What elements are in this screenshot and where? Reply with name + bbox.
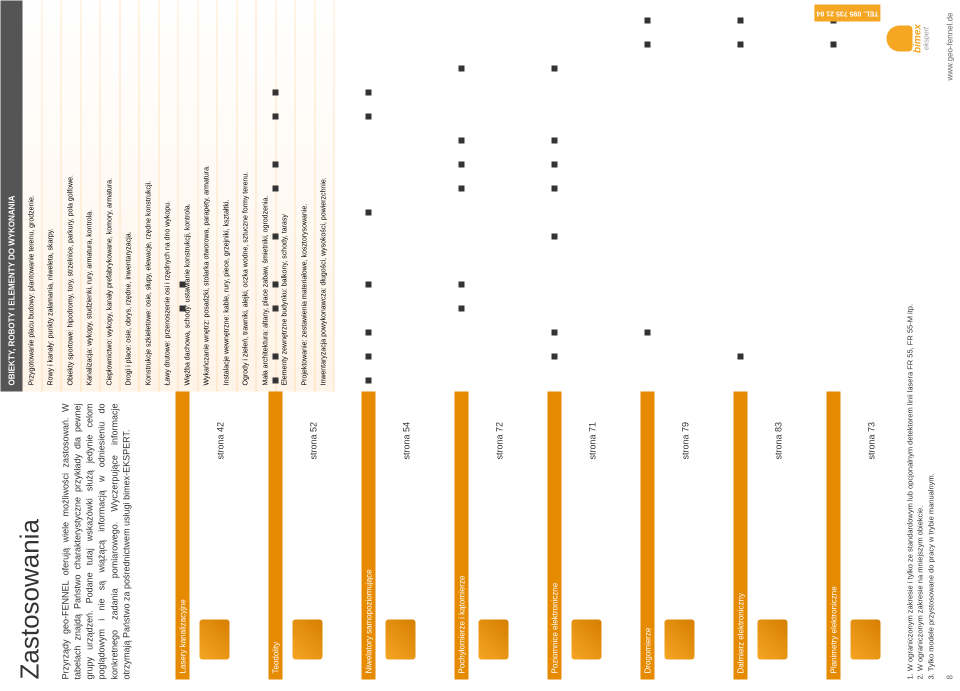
applicability-dot — [272, 281, 278, 287]
applicability-dot — [179, 305, 185, 311]
category-page-ref: strona 79 — [680, 421, 690, 459]
category-thumbnail — [284, 599, 329, 679]
applicability-dot — [365, 377, 371, 383]
applicability-dot — [737, 353, 743, 359]
applicability-dot — [458, 65, 464, 71]
category-label: Pochyłomierze i kątomierze — [454, 391, 468, 679]
footer-page-number: 8 — [945, 675, 954, 679]
applicability-dot — [272, 113, 278, 119]
applicability-dot — [551, 329, 557, 335]
applicability-dot — [272, 89, 278, 95]
logo-subtext: ekspert — [923, 27, 930, 50]
applicability-dot — [365, 329, 371, 335]
footnote-line: 2. W ograniczonym zakresie na mniejszym … — [915, 303, 926, 679]
column-label: Kanalizacja: wykopy, studzienki, rury, a… — [81, 0, 101, 391]
category-thumbnail — [377, 599, 422, 679]
category-page-ref: strona 83 — [773, 421, 783, 459]
applicability-dot — [458, 185, 464, 191]
applicability-dot — [737, 41, 743, 47]
category-label: Lasery kanalizacyjne — [175, 391, 189, 679]
telephone-bar: TEL. 095 735 21 84 — [814, 4, 880, 21]
category-thumbnail — [656, 599, 701, 679]
category-label: Drogomierze — [640, 391, 654, 679]
category-page-ref: strona 72 — [494, 421, 504, 459]
column-label: Drogi i place: osie, obrys, rzędne, inwe… — [120, 0, 140, 391]
logo-text: bimex — [912, 24, 923, 53]
category-label: Niwelatory samopoziomujące — [361, 391, 375, 679]
applicability-dot — [458, 137, 464, 143]
applicability-dot — [644, 41, 650, 47]
footnotes: 1. W ograniczonym zakresie i tylko ze st… — [905, 303, 937, 679]
category-thumbnail — [563, 599, 608, 679]
intro-text: Przyrządy geo-FENNEL oferują wiele możli… — [59, 403, 132, 679]
applicability-dot — [179, 281, 185, 287]
applicability-dot — [365, 281, 371, 287]
category-thumbnail — [470, 599, 515, 679]
applicability-dot — [644, 17, 650, 23]
applicability-dot — [458, 305, 464, 311]
category-label: Dalmierz elektroniczny — [733, 391, 747, 679]
applicability-dot — [644, 329, 650, 335]
column-label: Rowy i kanały: punkty załamania, niwelet… — [42, 0, 62, 391]
footer-url: www.geo-fennel.de — [945, 12, 954, 80]
category-row: Lasery kanalizacyjne strona 42 — [175, 0, 262, 679]
category-thumbnail — [191, 599, 236, 679]
column-label: Ciepłownictwo: wykopy, kanały prefabryko… — [100, 0, 120, 391]
applicability-dot — [551, 185, 557, 191]
category-page-ref: strona 71 — [587, 421, 597, 459]
category-page-ref: strona 73 — [866, 421, 876, 459]
applicability-dot — [551, 353, 557, 359]
category-row: Dalmierz elektroniczny strona 83 — [733, 0, 820, 679]
category-label: Planimetry elektroniczne — [826, 391, 840, 679]
column-label: Przygotowanie placu budowy: plantowanie … — [22, 0, 42, 391]
category-row: Pochyłomierze i kątomierze strona 72 — [454, 0, 541, 679]
footnote-line: 1. W ograniczonym zakresie i tylko ze st… — [905, 303, 916, 679]
applicability-dot — [272, 161, 278, 167]
applicability-dot — [272, 353, 278, 359]
applicability-dot — [551, 65, 557, 71]
category-thumbnail — [749, 599, 794, 679]
applicability-dot — [737, 17, 743, 23]
applicability-dot — [458, 281, 464, 287]
applicability-dot — [551, 233, 557, 239]
applicability-dot — [365, 113, 371, 119]
applicability-dot — [830, 41, 836, 47]
applicability-dot — [272, 185, 278, 191]
category-page-ref: strona 52 — [308, 421, 318, 459]
footnote-line: 3. Tylko modele przystosowane do pracy w… — [926, 303, 937, 679]
logo-icon — [886, 25, 912, 51]
category-row: Poziomnice elektroniczne strona 71 — [547, 0, 634, 679]
category-page-ref: strona 42 — [215, 421, 225, 459]
applicability-dot — [551, 161, 557, 167]
applicability-dot — [551, 137, 557, 143]
applicability-dot — [458, 161, 464, 167]
category-label: Poziomnice elektroniczne — [547, 391, 561, 679]
applicability-dot — [365, 209, 371, 215]
category-label: Teodolity — [268, 391, 282, 679]
category-row: Niwelatory samopoziomujące strona 54 — [361, 0, 448, 679]
applicability-dot — [272, 377, 278, 383]
applicability-dot — [272, 305, 278, 311]
applicability-dot — [365, 89, 371, 95]
applicability-dot — [365, 353, 371, 359]
category-row: Planimetry elektroniczne strona 73 — [826, 0, 913, 679]
column-label: Konstrukcje szkieletowe: osie, słupy, el… — [139, 0, 159, 391]
category-row: Teodolity strona 52 — [268, 0, 355, 679]
category-row: Drogomierze strona 79 — [640, 0, 727, 679]
column-header-band: OBIEKTY, ROBOTY I ELEMENTY DO WYKONANIA — [0, 0, 22, 391]
page-title: Zastosowania — [14, 403, 45, 679]
category-thumbnail — [842, 599, 887, 679]
brand-logo: bimex ekspert — [886, 8, 936, 68]
column-label: Obiekty sportowe: hipodromy, tory, strze… — [61, 0, 81, 391]
category-page-ref: strona 54 — [401, 421, 411, 459]
applicability-dot — [272, 233, 278, 239]
